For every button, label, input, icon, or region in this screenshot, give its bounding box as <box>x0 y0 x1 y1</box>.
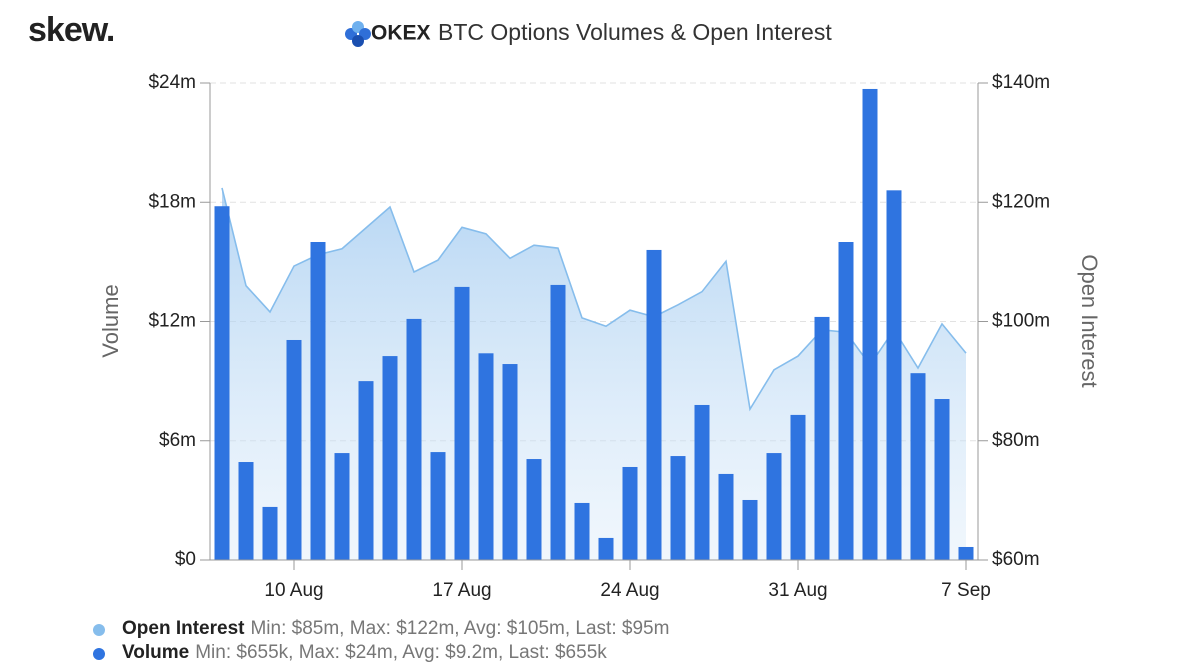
bar <box>310 242 326 560</box>
legend-marker <box>93 624 105 636</box>
logo-text: OKEX <box>371 22 431 45</box>
okex-logo <box>345 21 371 47</box>
bar <box>670 456 686 560</box>
y2-tick-label: $120m <box>992 191 1050 212</box>
bar <box>718 473 734 560</box>
bar <box>382 356 398 560</box>
bar <box>886 190 902 560</box>
x-tick-label: 10 Aug <box>264 580 323 601</box>
x-tick-label: 17 Aug <box>432 580 491 601</box>
y2-tick-label: $80m <box>992 430 1040 451</box>
brand: skew. <box>28 11 114 49</box>
bar <box>790 414 806 560</box>
bar <box>574 502 590 560</box>
bar <box>742 499 758 560</box>
legend-stats: Min: $85m, Max: $122m, Avg: $105m, Last:… <box>250 618 669 639</box>
y-tick-label: $12m <box>148 311 196 332</box>
legend-entry: Volume Min: $655k, Max: $24m, Avg: $9.2m,… <box>122 642 607 663</box>
y2-tick-label: $60m <box>992 549 1040 570</box>
bar <box>814 316 830 560</box>
x-tick-label: 24 Aug <box>600 580 659 601</box>
x-tick-label: 7 Sep <box>941 580 991 601</box>
bar <box>214 206 230 560</box>
bar <box>862 88 878 561</box>
bar <box>454 286 470 560</box>
legend-name: Volume <box>122 642 189 663</box>
y-tick-label: $18m <box>148 191 196 212</box>
y-axis-title: Volume <box>98 284 123 357</box>
bar <box>238 462 254 560</box>
x-tick-label: 31 Aug <box>768 580 827 601</box>
bar <box>406 318 422 560</box>
y-tick-label: $6m <box>159 430 196 451</box>
y2-axis-title: Open Interest <box>1077 254 1102 387</box>
bar <box>910 373 926 560</box>
bar <box>646 249 662 560</box>
legend-entry: Open Interest Min: $85m, Max: $122m, Avg:… <box>122 618 669 639</box>
bar <box>334 453 350 560</box>
bar <box>478 353 494 560</box>
legend-marker <box>93 648 105 660</box>
bar <box>358 381 374 560</box>
bar <box>598 537 614 560</box>
bar <box>502 364 518 560</box>
bar <box>262 506 278 560</box>
y-tick-label: $0 <box>175 549 196 570</box>
bar <box>526 459 542 560</box>
bar <box>934 399 950 560</box>
bar <box>838 242 854 560</box>
bar <box>550 284 566 560</box>
chart-title: BTC Options Volumes & Open Interest <box>438 19 832 45</box>
y-tick-label: $24m <box>148 72 196 93</box>
bar <box>766 453 782 560</box>
y2-tick-label: $100m <box>992 311 1050 332</box>
bar <box>958 546 974 560</box>
bar <box>622 466 638 560</box>
y2-tick-label: $140m <box>992 72 1050 93</box>
legend-name: Open Interest <box>122 618 245 639</box>
bar <box>430 452 446 560</box>
bar <box>286 339 302 560</box>
legend-stats: Min: $655k, Max: $24m, Avg: $9.2m, Last:… <box>195 642 607 663</box>
area-fill <box>222 187 966 560</box>
bar <box>694 404 710 560</box>
